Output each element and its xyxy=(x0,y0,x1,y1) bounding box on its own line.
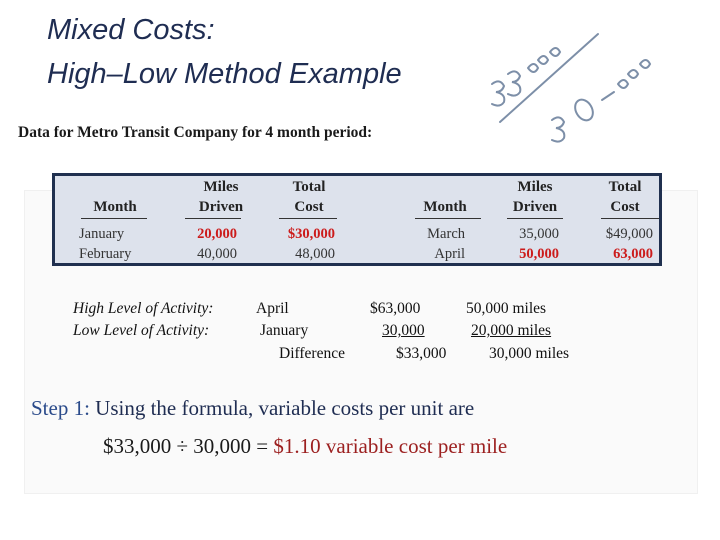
variable-cost-formula: $33,000 ÷ 30,000 = $1.10 variable cost p… xyxy=(103,434,507,459)
formula-result: $1.10 variable cost per mile xyxy=(273,434,508,458)
table-cell-cost: $49,000 xyxy=(605,226,653,242)
table-cell-miles: 20,000 xyxy=(197,226,237,242)
header-miles-right-1: Miles xyxy=(517,179,553,195)
low-activity-cost: 30,000 xyxy=(382,322,425,339)
table-cell-month: April xyxy=(434,246,465,262)
table-cell-month: January xyxy=(79,226,125,242)
low-activity-month: January xyxy=(260,322,309,339)
table-cell-month: February xyxy=(79,246,132,262)
handwritten-annotation xyxy=(491,33,652,143)
header-rule xyxy=(185,218,241,219)
title-line-1: Mixed Costs: xyxy=(47,14,215,46)
table-cell-month: March xyxy=(427,226,465,242)
step-1-prefix: Step 1: xyxy=(31,396,90,420)
header-rule xyxy=(415,218,481,219)
title-line-2: High–Low Method Example xyxy=(47,58,402,90)
high-activity-label: High Level of Activity: xyxy=(73,300,214,317)
header-cost-right-2: Cost xyxy=(610,199,640,215)
high-activity-cost: $63,000 xyxy=(370,300,421,317)
difference-miles: 30,000 miles xyxy=(489,345,570,362)
header-miles-right-2: Driven xyxy=(512,199,558,215)
low-activity-label: Low Level of Activity: xyxy=(73,322,210,339)
high-activity-miles: 50,000 miles xyxy=(466,300,547,317)
high-activity-month: April xyxy=(256,300,289,317)
table-cell-cost: 48,000 xyxy=(295,246,335,262)
difference-label: Difference xyxy=(279,345,345,362)
formula-expression: $33,000 ÷ 30,000 = xyxy=(103,434,274,458)
difference-cost: $33,000 xyxy=(396,345,447,362)
header-miles-left-2: Driven xyxy=(198,199,244,215)
header-rule xyxy=(81,218,147,219)
data-description: Data for Metro Transit Company for 4 mon… xyxy=(18,124,373,141)
header-rule xyxy=(507,218,563,219)
table-cell-cost: 63,000 xyxy=(613,246,653,262)
step-1-description: Using the formula, variable costs per un… xyxy=(95,396,475,420)
header-cost-left-1: Total xyxy=(292,179,326,195)
page-title: Mixed Costs: High–Low Method Example xyxy=(47,8,402,96)
low-activity-miles: 20,000 miles xyxy=(471,322,552,339)
table-cell-miles: 50,000 xyxy=(519,246,559,262)
table-cell-miles: 35,000 xyxy=(519,226,559,242)
table-cell-miles: 40,000 xyxy=(197,246,237,262)
step-1-text: Step 1: Using the formula, variable cost… xyxy=(31,396,474,421)
header-rule xyxy=(279,218,337,219)
header-cost-left-2: Cost xyxy=(294,199,324,215)
header-miles-left-1: Miles xyxy=(203,179,239,195)
table-cell-cost: $30,000 xyxy=(287,226,335,242)
header-cost-right-1: Total xyxy=(608,179,642,195)
header-rule xyxy=(601,218,659,219)
cost-data-table: Month Miles Driven Total Cost Month Mile… xyxy=(52,173,662,266)
header-month-right: Month xyxy=(423,199,467,215)
header-month-left: Month xyxy=(93,199,137,215)
